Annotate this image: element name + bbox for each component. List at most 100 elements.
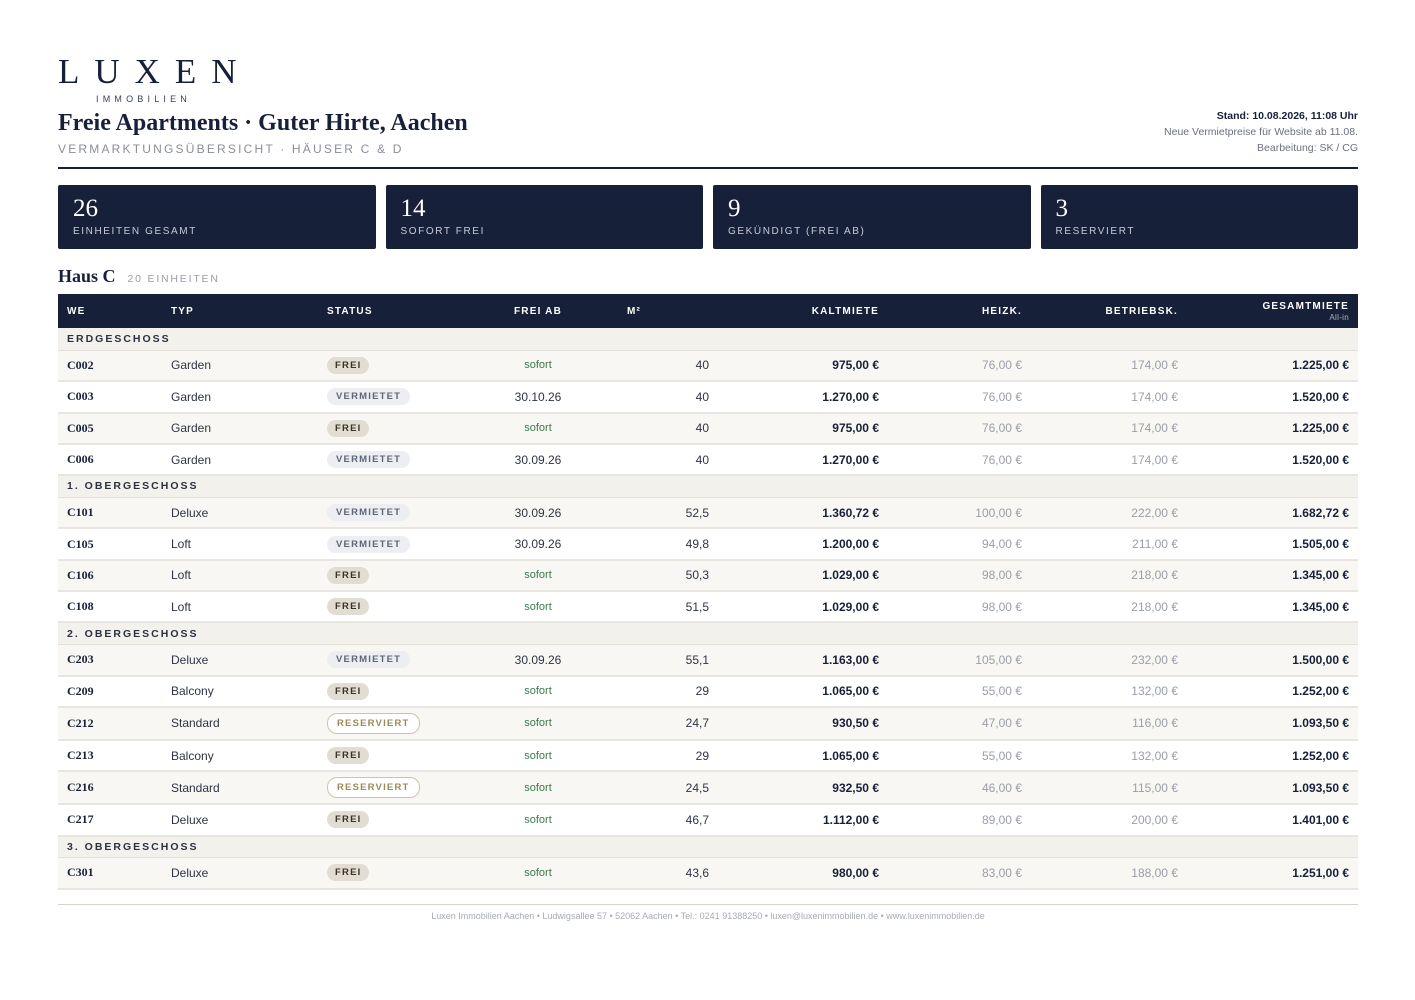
heating-costs: 98,00 €	[888, 559, 1031, 593]
status-badge: RESERVIERT	[327, 712, 420, 734]
area-m2: 43,6	[618, 857, 718, 890]
table-row: C105 Loft VERMIETET 30.09.26 49,8 1.200,00 €9…	[58, 528, 1358, 561]
page-title: Freie Apartments · Guter Hirte, Aachen	[58, 110, 468, 136]
available-from: sofort	[458, 706, 618, 741]
status-badge: VERMIETET	[327, 388, 411, 406]
total-rent: 1.345,00 €	[1187, 559, 1358, 593]
unit-number: C203	[58, 644, 162, 677]
operating-costs: 116,00 €	[1031, 706, 1187, 741]
area-m2: 40	[618, 443, 718, 477]
total-rent: 1.345,00 €	[1187, 591, 1358, 624]
unit-type: Balcony	[162, 675, 318, 708]
column-header-we: WE	[67, 305, 86, 317]
unit-number: C209	[58, 675, 162, 708]
status-cell: RESERVIERT	[318, 706, 458, 741]
total-rent: 1.093,50 €	[1187, 706, 1358, 741]
status-cell: VERMIETET	[318, 443, 458, 477]
column-header-status: STATUS	[327, 305, 373, 317]
unit-type: Standard	[162, 771, 318, 806]
status-cell: FREI	[318, 559, 458, 593]
unit-number: C105	[58, 528, 162, 561]
heating-costs: 98,00 €	[888, 591, 1031, 624]
available-from: sofort	[458, 412, 618, 445]
cold-rent: 1.200,00 €	[718, 528, 888, 561]
available-from: sofort	[458, 739, 618, 773]
operating-costs: 211,00 €	[1031, 528, 1187, 561]
unit-number: C006	[58, 443, 162, 477]
column-header-typ: TYP	[171, 305, 195, 317]
heating-costs: 46,00 €	[888, 771, 1031, 806]
status-cell: VERMIETET	[318, 381, 458, 414]
status-cell: FREI	[318, 804, 458, 837]
kpi-label: RESERVIERT	[1055, 226, 1136, 237]
status-badge: VERMIETET	[327, 535, 411, 553]
heating-costs: 47,00 €	[888, 706, 1031, 741]
cold-rent: 1.163,00 €	[718, 644, 888, 677]
kpi-label: SOFORT FREI	[400, 226, 485, 237]
status-badge: FREI	[327, 811, 370, 829]
total-rent: 1.251,00 €	[1187, 857, 1358, 890]
available-from: sofort	[458, 350, 618, 383]
kpi-card-available-now: 14 SOFORT FREI	[385, 185, 703, 249]
table-row: C212 Standard RESERVIERT sofort 24,7 930,50 €…	[58, 706, 1358, 741]
unit-number: C003	[58, 381, 162, 414]
cold-rent: 1.065,00 €	[718, 675, 888, 708]
available-from: sofort	[458, 857, 618, 890]
unit-number: C216	[58, 771, 162, 806]
area-m2: 40	[618, 381, 718, 414]
table-row: C203 Deluxe VERMIETET 30.09.26 55,1 1.163,00 …	[58, 644, 1358, 677]
table-row: C108 Loft FREI sofort 51,5 1.029,00 €98,00 €2…	[58, 591, 1358, 624]
floor-label: 3. OBERGESCHOSS	[58, 835, 1358, 859]
cold-rent: 1.029,00 €	[718, 591, 888, 624]
area-m2: 24,7	[618, 706, 718, 741]
status-cell: VERMIETET	[318, 497, 458, 530]
heating-costs: 100,00 €	[888, 497, 1031, 530]
heating-costs: 55,00 €	[888, 675, 1031, 708]
table-row: C005 Garden FREI sofort 40 975,00 €76,00 €174…	[58, 412, 1358, 445]
floor-label: 1. OBERGESCHOSS	[58, 475, 1358, 498]
area-m2: 49,8	[618, 528, 718, 561]
unit-number: C106	[58, 559, 162, 593]
cold-rent: 1.029,00 €	[718, 559, 888, 593]
area-m2: 55,1	[618, 644, 718, 677]
units-table: WE TYP STATUS FREI AB M² KALTMIETE HEIZK…	[58, 294, 1358, 890]
total-rent: 1.505,00 €	[1187, 528, 1358, 561]
operating-costs: 200,00 €	[1031, 804, 1187, 837]
unit-type: Loft	[162, 528, 318, 561]
column-header-heizk: HEIZK.	[982, 305, 1022, 317]
unit-type: Garden	[162, 381, 318, 414]
kpi-label: EINHEITEN GESAMT	[73, 226, 197, 237]
available-from: sofort	[458, 559, 618, 593]
status-badge: FREI	[327, 419, 370, 437]
unit-type: Deluxe	[162, 644, 318, 677]
status-cell: FREI	[318, 350, 458, 383]
status-cell: FREI	[318, 739, 458, 773]
unit-type: Garden	[162, 350, 318, 383]
area-m2: 40	[618, 412, 718, 445]
operating-costs: 174,00 €	[1031, 443, 1187, 477]
status-badge: FREI	[327, 356, 370, 374]
kpi-value: 9	[728, 195, 741, 222]
area-m2: 29	[618, 675, 718, 708]
floor-group-row: 2. OBERGESCHOSS	[58, 622, 1358, 645]
logo-subline: IMMOBILIEN	[96, 94, 192, 104]
cold-rent: 1.270,00 €	[718, 443, 888, 477]
area-m2: 24,5	[618, 771, 718, 806]
heating-costs: 76,00 €	[888, 381, 1031, 414]
available-from: 30.10.26	[458, 381, 618, 414]
area-m2: 52,5	[618, 497, 718, 530]
table-body: ERDGESCHOSS C002 Garden FREI sofort 40 975,00 …	[58, 328, 1358, 890]
status-badge: FREI	[327, 864, 370, 882]
cold-rent: 980,00 €	[718, 857, 888, 890]
kpi-value: 14	[400, 195, 426, 222]
status-badge: FREI	[327, 747, 370, 765]
status-badge: FREI	[327, 598, 370, 616]
operating-costs: 222,00 €	[1031, 497, 1187, 530]
kpi-card-units-total: 26 EINHEITEN GESAMT	[58, 185, 376, 249]
floor-label: 2. OBERGESCHOSS	[58, 622, 1358, 645]
heating-costs: 76,00 €	[888, 412, 1031, 445]
unit-type: Deluxe	[162, 857, 318, 890]
table-row: C006 Garden VERMIETET 30.09.26 40 1.270,00 €7…	[58, 443, 1358, 477]
heating-costs: 76,00 €	[888, 443, 1031, 477]
unit-type: Deluxe	[162, 497, 318, 530]
